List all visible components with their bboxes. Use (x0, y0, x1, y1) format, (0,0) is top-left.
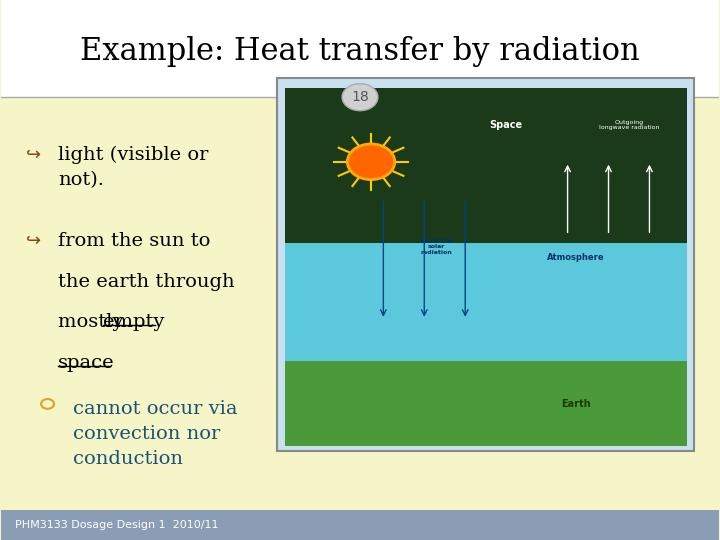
Text: Example: Heat transfer by radiation: Example: Heat transfer by radiation (80, 36, 640, 67)
FancyBboxPatch shape (1, 97, 719, 510)
Text: Outgoing
longwave radiation: Outgoing longwave radiation (599, 120, 660, 131)
Circle shape (347, 144, 395, 180)
Text: Space: Space (490, 120, 523, 130)
Text: PHM3133 Dosage Design 1  2010/11: PHM3133 Dosage Design 1 2010/11 (15, 521, 219, 530)
FancyBboxPatch shape (1, 510, 719, 540)
FancyBboxPatch shape (284, 361, 687, 446)
Text: ↪: ↪ (26, 146, 41, 164)
Circle shape (342, 84, 378, 111)
Text: from the sun to: from the sun to (58, 232, 211, 250)
Text: mostly: mostly (58, 313, 130, 331)
Text: cannot occur via
convection nor
conduction: cannot occur via convection nor conducti… (73, 400, 237, 468)
FancyBboxPatch shape (284, 89, 687, 246)
Text: the earth through: the earth through (58, 273, 235, 291)
Text: Atmosphere: Atmosphere (547, 253, 605, 262)
FancyBboxPatch shape (1, 0, 719, 97)
Text: 18: 18 (351, 90, 369, 104)
Text: light (visible or
not).: light (visible or not). (58, 146, 209, 189)
Text: ↪: ↪ (26, 232, 41, 250)
FancyBboxPatch shape (277, 78, 694, 451)
FancyBboxPatch shape (284, 242, 687, 367)
Text: empty: empty (103, 313, 164, 331)
Text: space: space (58, 354, 115, 372)
Text: Earth: Earth (561, 399, 590, 409)
Text: Incoming
solar
radiation: Incoming solar radiation (420, 238, 453, 254)
